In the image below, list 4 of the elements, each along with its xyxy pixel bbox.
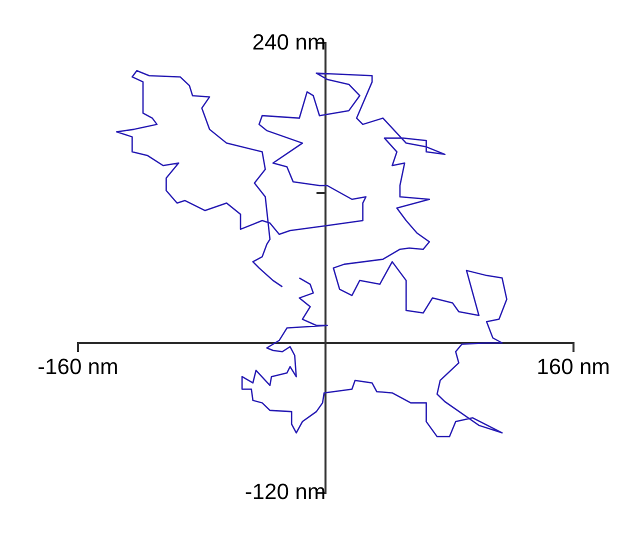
x-tick-label: 160 nm (536, 354, 610, 380)
y-tick-label: -120 nm (244, 478, 326, 504)
y-tick-label: 240 nm (252, 29, 326, 54)
x-tick-label: -160 nm (38, 354, 118, 380)
